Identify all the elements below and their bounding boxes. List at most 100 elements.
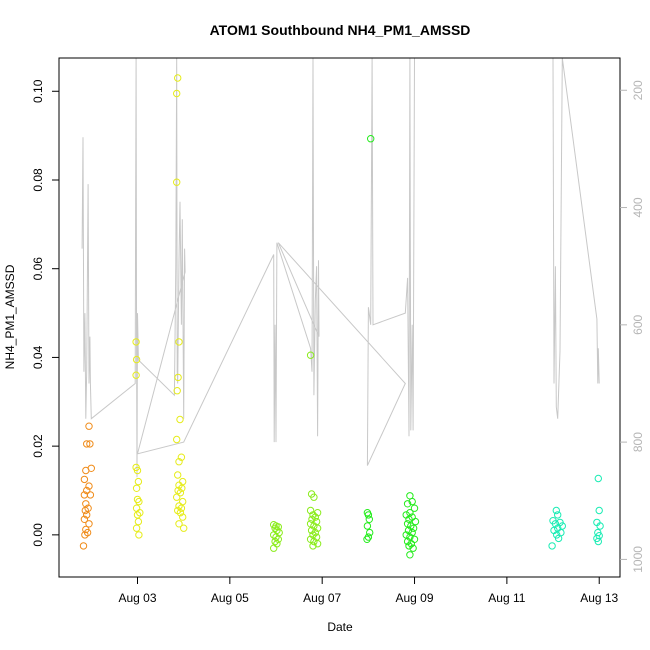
x-tick-label-1: Aug 05 xyxy=(211,591,249,605)
x-tick-label-3: Aug 09 xyxy=(396,591,434,605)
data-point-1-24 xyxy=(175,458,183,466)
data-point-1-32 xyxy=(179,497,187,506)
x-tick-label-5: Aug 13 xyxy=(580,591,618,605)
y-tick-label-4: 0.08 xyxy=(31,168,45,192)
data-point-3-9 xyxy=(408,497,416,506)
data-point-1-6 xyxy=(132,484,141,492)
data-point-2-29 xyxy=(310,537,318,546)
data-point-1-4 xyxy=(133,466,142,475)
data-point-0-19 xyxy=(79,542,88,550)
data-point-1-0 xyxy=(132,338,140,346)
data-point-2-9 xyxy=(271,537,279,546)
data-point-1-28 xyxy=(178,484,186,492)
data-point-1-20 xyxy=(173,387,181,395)
data-point-3-2 xyxy=(364,511,373,519)
data-point-4-15 xyxy=(596,522,604,530)
data-point-2-16 xyxy=(313,509,322,517)
data-point-1-22 xyxy=(173,435,181,444)
data-point-1-15 xyxy=(174,74,182,82)
data-point-0-9 xyxy=(86,491,95,499)
data-point-4-1 xyxy=(554,511,562,519)
data-point-1-33 xyxy=(175,502,183,510)
data-point-3-6 xyxy=(364,533,373,541)
data-point-3-15 xyxy=(405,515,413,523)
data-point-3-3 xyxy=(365,515,373,523)
data-point-2-15 xyxy=(306,506,315,515)
data-point-1-5 xyxy=(134,477,143,486)
data-point-3-16 xyxy=(411,517,420,526)
data-point-1-2 xyxy=(132,371,140,379)
data-point-0-13 xyxy=(83,511,91,519)
data-point-0-12 xyxy=(81,506,90,515)
data-point-4-12 xyxy=(594,474,602,483)
y-axis-label: NH4_PM1_AMSSD xyxy=(3,264,17,369)
data-point-2-19 xyxy=(308,515,316,523)
data-point-1-9 xyxy=(132,504,141,512)
x-axis-label: Date xyxy=(327,620,353,634)
data-point-1-18 xyxy=(175,338,183,346)
data-point-0-0 xyxy=(85,422,93,430)
data-point-4-11 xyxy=(548,542,556,550)
data-point-3-28 xyxy=(409,544,417,552)
plot-area: Aug 03 Aug 05 Aug 07 Aug 09 Aug 11 Aug 13 0.00… xyxy=(31,57,645,605)
data-point-1-10 xyxy=(136,509,144,517)
data-point-0-18 xyxy=(81,531,89,539)
data-point-2-24 xyxy=(307,526,316,535)
right-tick-label-3: 800 xyxy=(631,432,645,452)
data-point-0-1 xyxy=(83,440,91,448)
data-point-2-2 xyxy=(274,523,282,531)
data-point-1-38 xyxy=(175,520,183,528)
data-point-3-29 xyxy=(406,551,414,559)
right-tick-label-1: 400 xyxy=(631,197,645,217)
trace-line xyxy=(81,58,600,478)
data-point-1-7 xyxy=(133,495,142,504)
x-tick-label-0: Aug 03 xyxy=(118,591,156,605)
data-point-3-25 xyxy=(403,537,412,546)
data-point-1-1 xyxy=(132,355,141,364)
right-tick-label-0: 200 xyxy=(631,80,645,100)
data-point-1-39 xyxy=(180,524,188,532)
data-point-3-4 xyxy=(363,522,372,530)
data-point-2-12 xyxy=(306,351,315,359)
data-point-1-19 xyxy=(174,373,182,382)
data-point-4-13 xyxy=(595,506,603,515)
data-point-0-2 xyxy=(86,440,94,448)
plot-frame xyxy=(58,57,621,578)
data-point-1-14 xyxy=(135,531,143,539)
data-point-2-25 xyxy=(311,528,319,537)
data-point-2-30 xyxy=(313,540,322,548)
data-point-0-6 xyxy=(85,482,93,490)
data-point-0-4 xyxy=(87,464,96,472)
data-point-0-15 xyxy=(85,520,93,528)
chart-title: ATOM1 Southbound NH4_PM1_AMSSD xyxy=(210,22,471,38)
y-tick-label-0: 0.00 xyxy=(31,523,45,547)
data-point-4-19 xyxy=(594,537,602,546)
data-point-1-23 xyxy=(177,453,186,461)
data-point-3-7 xyxy=(363,535,371,543)
data-point-3-5 xyxy=(366,528,374,537)
data-point-0-5 xyxy=(80,475,89,484)
data-point-1-12 xyxy=(134,517,143,526)
x-tick-label-2: Aug 07 xyxy=(303,591,341,605)
data-point-2-3 xyxy=(271,524,279,532)
data-point-3-11 xyxy=(410,504,419,512)
data-point-1-29 xyxy=(174,486,182,495)
y-tick-label-2: 0.04 xyxy=(31,345,45,369)
data-point-2-31 xyxy=(309,542,317,550)
data-point-2-11 xyxy=(270,544,278,552)
right-tick-label-4: 1000 xyxy=(631,546,645,573)
data-point-2-14 xyxy=(310,493,318,501)
data-point-1-25 xyxy=(174,471,182,479)
data-point-1-21 xyxy=(176,415,184,424)
data-point-0-7 xyxy=(83,486,91,495)
data-point-3-0 xyxy=(367,135,375,143)
data-point-0-14 xyxy=(80,515,89,523)
data-point-4-0 xyxy=(552,506,560,515)
data-point-4-9 xyxy=(553,531,561,539)
data-point-3-26 xyxy=(407,540,415,548)
data-point-1-30 xyxy=(176,489,185,497)
data-point-1-36 xyxy=(176,509,185,517)
data-point-2-17 xyxy=(309,511,317,519)
data-point-1-17 xyxy=(173,178,181,186)
